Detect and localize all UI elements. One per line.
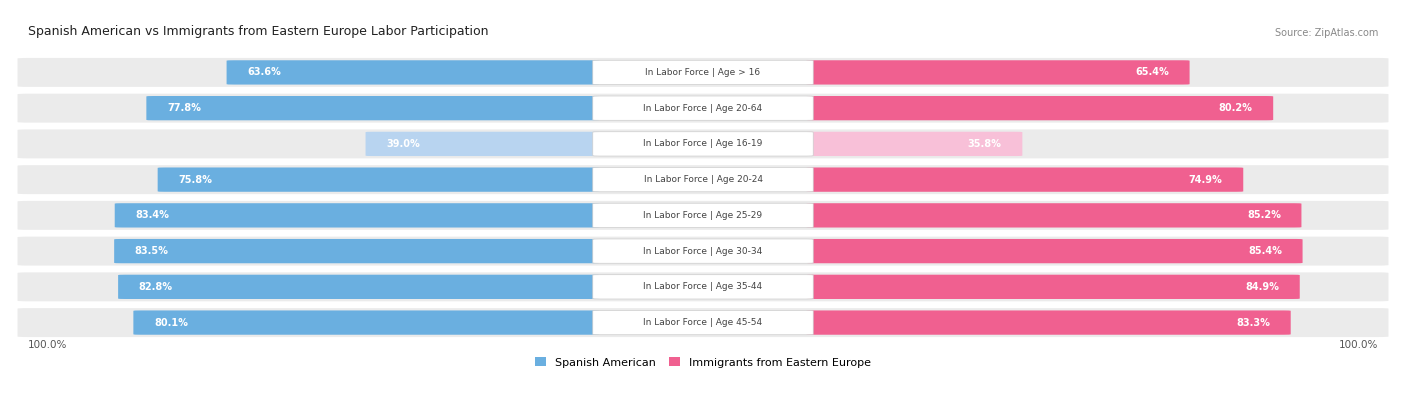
FancyBboxPatch shape xyxy=(114,239,599,263)
FancyBboxPatch shape xyxy=(17,58,1389,87)
Text: In Labor Force | Age 45-54: In Labor Force | Age 45-54 xyxy=(644,318,762,327)
Text: 85.4%: 85.4% xyxy=(1249,246,1282,256)
FancyBboxPatch shape xyxy=(806,239,1302,263)
Text: In Labor Force | Age 16-19: In Labor Force | Age 16-19 xyxy=(644,139,762,149)
FancyBboxPatch shape xyxy=(593,203,813,228)
FancyBboxPatch shape xyxy=(17,130,1389,158)
Text: 100.0%: 100.0% xyxy=(1339,340,1378,350)
Text: 35.8%: 35.8% xyxy=(967,139,1001,149)
Text: In Labor Force | Age 30-34: In Labor Force | Age 30-34 xyxy=(644,246,762,256)
FancyBboxPatch shape xyxy=(593,96,813,120)
FancyBboxPatch shape xyxy=(134,310,599,335)
FancyBboxPatch shape xyxy=(806,203,1302,228)
FancyBboxPatch shape xyxy=(17,94,1389,122)
Text: In Labor Force | Age 20-24: In Labor Force | Age 20-24 xyxy=(644,175,762,184)
FancyBboxPatch shape xyxy=(593,275,813,299)
Text: 39.0%: 39.0% xyxy=(387,139,420,149)
FancyBboxPatch shape xyxy=(806,96,1274,120)
Text: In Labor Force | Age 20-64: In Labor Force | Age 20-64 xyxy=(644,103,762,113)
FancyBboxPatch shape xyxy=(17,237,1389,265)
Text: 100.0%: 100.0% xyxy=(28,340,67,350)
FancyBboxPatch shape xyxy=(593,132,813,156)
Text: 74.9%: 74.9% xyxy=(1189,175,1223,184)
FancyBboxPatch shape xyxy=(593,239,813,263)
FancyBboxPatch shape xyxy=(806,275,1299,299)
FancyBboxPatch shape xyxy=(593,167,813,192)
FancyBboxPatch shape xyxy=(115,203,599,228)
FancyBboxPatch shape xyxy=(806,60,1189,85)
Legend: Spanish American, Immigrants from Eastern Europe: Spanish American, Immigrants from Easter… xyxy=(530,353,876,372)
FancyBboxPatch shape xyxy=(17,201,1389,230)
FancyBboxPatch shape xyxy=(593,310,813,335)
Text: 80.2%: 80.2% xyxy=(1219,103,1253,113)
Text: 77.8%: 77.8% xyxy=(167,103,201,113)
FancyBboxPatch shape xyxy=(593,60,813,85)
FancyBboxPatch shape xyxy=(118,275,599,299)
Text: In Labor Force | Age 35-44: In Labor Force | Age 35-44 xyxy=(644,282,762,292)
Text: Spanish American vs Immigrants from Eastern Europe Labor Participation: Spanish American vs Immigrants from East… xyxy=(28,25,488,38)
Text: 65.4%: 65.4% xyxy=(1135,68,1168,77)
FancyBboxPatch shape xyxy=(806,167,1243,192)
Text: In Labor Force | Age > 16: In Labor Force | Age > 16 xyxy=(645,68,761,77)
Text: 83.3%: 83.3% xyxy=(1236,318,1270,327)
Text: 85.2%: 85.2% xyxy=(1247,211,1281,220)
Text: 80.1%: 80.1% xyxy=(155,318,188,327)
FancyBboxPatch shape xyxy=(146,96,599,120)
FancyBboxPatch shape xyxy=(17,165,1389,194)
Text: 63.6%: 63.6% xyxy=(247,68,281,77)
FancyBboxPatch shape xyxy=(806,132,1022,156)
FancyBboxPatch shape xyxy=(17,308,1389,337)
FancyBboxPatch shape xyxy=(806,310,1291,335)
Text: 84.9%: 84.9% xyxy=(1246,282,1279,292)
FancyBboxPatch shape xyxy=(157,167,599,192)
Text: Source: ZipAtlas.com: Source: ZipAtlas.com xyxy=(1275,28,1378,38)
Text: In Labor Force | Age 25-29: In Labor Force | Age 25-29 xyxy=(644,211,762,220)
FancyBboxPatch shape xyxy=(226,60,599,85)
Text: 83.5%: 83.5% xyxy=(135,246,169,256)
FancyBboxPatch shape xyxy=(17,273,1389,301)
FancyBboxPatch shape xyxy=(366,132,599,156)
Text: 83.4%: 83.4% xyxy=(135,211,169,220)
Text: 75.8%: 75.8% xyxy=(179,175,212,184)
Text: 82.8%: 82.8% xyxy=(139,282,173,292)
